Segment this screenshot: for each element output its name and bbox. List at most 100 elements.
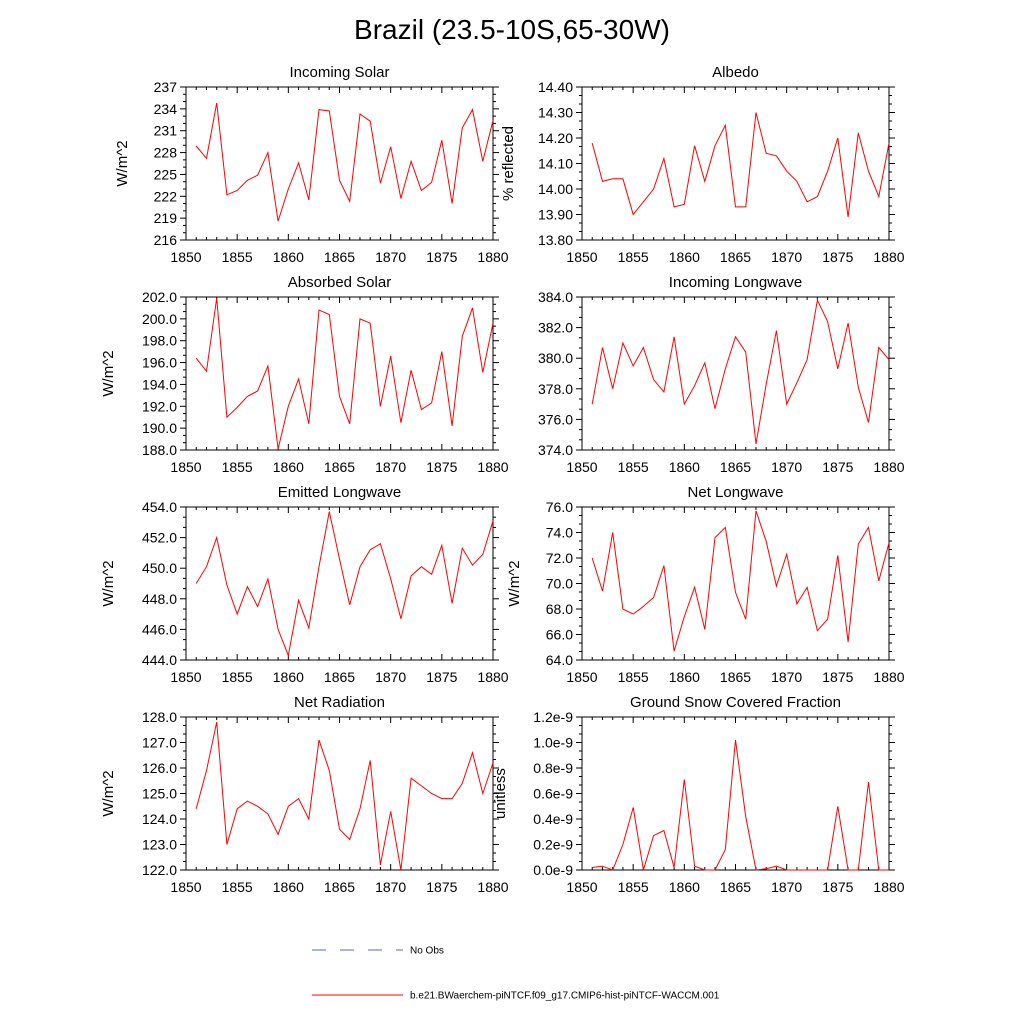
plot-frame: [185, 296, 494, 451]
chart-panel-1: 1850 1855 1860 1865 1870 1875 1880 216 219 222 225…: [114, 64, 509, 265]
x-tick-label: 1865: [720, 669, 751, 685]
legend: No Obs b.e21.BWaerchem-piNTCF.f09_g17.CM…: [312, 946, 720, 1002]
y-tick-label: 222: [154, 188, 178, 204]
y-tick-label: 228: [154, 145, 178, 161]
x-tick-label: 1875: [822, 879, 853, 895]
series-line: [195, 298, 494, 450]
x-tick-label: 1865: [720, 249, 751, 265]
series-line: [195, 721, 494, 871]
y-tick-label: 454.0: [142, 499, 177, 515]
y-tick-label: 194.0: [142, 376, 177, 392]
y-tick-label: 70.0: [546, 576, 573, 592]
chart-panel-3: 1850 1855 1860 1865 1870 1875 1880 188.0 190.0 19…: [100, 274, 509, 475]
y-tick-label: 188.0: [142, 442, 177, 458]
y-tick-label: 192.0: [142, 398, 177, 414]
x-tick-label: 1880: [873, 879, 904, 895]
y-tick-label: 198.0: [142, 333, 177, 349]
y-tick-label: 0.0e-9: [533, 862, 573, 878]
y-tick-label: 446.0: [142, 621, 177, 637]
x-tick-label: 1850: [566, 249, 597, 265]
y-axis-label: % reflected: [500, 126, 517, 201]
x-tick-label: 1875: [822, 249, 853, 265]
x-tick-label: 1860: [669, 459, 700, 475]
x-tick-label: 1880: [873, 669, 904, 685]
y-axis-label: W/m^2: [506, 560, 523, 606]
y-tick-label: 234: [154, 101, 178, 117]
panel-title: Incoming Longwave: [669, 274, 802, 291]
x-tick-label: 1870: [375, 879, 406, 895]
x-tick-label: 1850: [170, 669, 201, 685]
x-tick-label: 1860: [669, 249, 700, 265]
x-tick-label: 1875: [426, 249, 457, 265]
panel-title: Absorbed Solar: [288, 274, 391, 291]
legend-obs-label: No Obs: [410, 946, 444, 957]
y-tick-label: 128.0: [142, 709, 177, 725]
series-line: [592, 739, 889, 871]
chart-panels: 1850 1855 1860 1865 1870 1875 1880 216 219 222 225…: [100, 64, 905, 895]
y-tick-label: 74.0: [546, 525, 573, 541]
x-tick-label: 1850: [170, 249, 201, 265]
panel-title: Albedo: [712, 64, 759, 81]
y-tick-label: 127.0: [142, 735, 177, 751]
x-tick-label: 1880: [477, 879, 508, 895]
y-tick-label: 122.0: [142, 862, 177, 878]
y-tick-label: 13.90: [538, 207, 573, 223]
chart-panel-8: 1850 1855 1860 1865 1870 1875 1880 0.0e-9 0.2e-9…: [492, 694, 905, 895]
legend-model-label: b.e21.BWaerchem-piNTCF.f09_g17.CMIP6-his…: [410, 991, 720, 1002]
y-tick-label: 14.10: [538, 156, 573, 172]
x-tick-label: 1880: [873, 459, 904, 475]
series-line: [591, 510, 890, 652]
y-tick-label: 124.0: [142, 811, 177, 827]
x-tick-label: 1865: [324, 669, 355, 685]
plot-frame: [581, 506, 890, 661]
y-tick-label: 76.0: [546, 499, 573, 515]
plot-frame: [185, 506, 494, 661]
x-tick-label: 1870: [375, 249, 406, 265]
panel-title: Emitted Longwave: [278, 484, 401, 501]
plot-frame: [185, 716, 494, 871]
x-tick-label: 1875: [822, 459, 853, 475]
panel-title: Net Radiation: [294, 694, 385, 711]
x-tick-label: 1855: [222, 249, 253, 265]
y-tick-label: 380.0: [538, 350, 573, 366]
series-line: [591, 298, 890, 444]
x-tick-label: 1855: [618, 459, 649, 475]
x-tick-label: 1880: [477, 459, 508, 475]
y-tick-label: 126.0: [142, 760, 177, 776]
y-tick-label: 190.0: [142, 420, 177, 436]
y-tick-label: 13.80: [538, 232, 573, 248]
y-tick-label: 384.0: [538, 289, 573, 305]
chart-panel-2: 1850 1855 1860 1865 1870 1875 1880 13.80 13.90 14…: [500, 64, 905, 265]
y-tick-label: 0.4e-9: [533, 811, 573, 827]
x-tick-label: 1870: [375, 669, 406, 685]
y-tick-label: 0.2e-9: [533, 837, 573, 853]
y-tick-label: 202.0: [142, 289, 177, 305]
x-tick-label: 1850: [566, 879, 597, 895]
chart-panel-4: 1850 1855 1860 1865 1870 1875 1880 374.0 376.0 37…: [538, 274, 905, 475]
x-tick-label: 1870: [771, 879, 802, 895]
chart-panel-5: 1850 1855 1860 1865 1870 1875 1880 444.0 446.0 44…: [100, 484, 509, 685]
series-line: [195, 102, 494, 222]
y-tick-label: 376.0: [538, 411, 573, 427]
series-line: [195, 511, 494, 658]
y-axis-label: W/m^2: [100, 350, 117, 396]
y-tick-label: 68.0: [546, 601, 573, 617]
y-axis-label: W/m^2: [100, 770, 117, 816]
plot-frame: [185, 86, 494, 241]
chart-panel-6: 1850 1855 1860 1865 1870 1875 1880 64.0 66.0 68.0…: [506, 484, 905, 685]
x-tick-label: 1875: [426, 459, 457, 475]
y-tick-label: 200.0: [142, 311, 177, 327]
y-tick-label: 123.0: [142, 837, 177, 853]
panel-title: Incoming Solar: [289, 64, 389, 81]
y-tick-label: 216: [154, 232, 178, 248]
y-tick-label: 14.40: [538, 79, 573, 95]
x-tick-label: 1865: [720, 879, 751, 895]
x-tick-label: 1860: [273, 459, 304, 475]
y-tick-label: 219: [154, 210, 178, 226]
y-axis-label: unitless: [492, 768, 509, 819]
x-tick-label: 1860: [273, 669, 304, 685]
y-tick-label: 1.2e-9: [533, 709, 573, 725]
x-tick-label: 1855: [618, 879, 649, 895]
y-tick-label: 450.0: [142, 560, 177, 576]
